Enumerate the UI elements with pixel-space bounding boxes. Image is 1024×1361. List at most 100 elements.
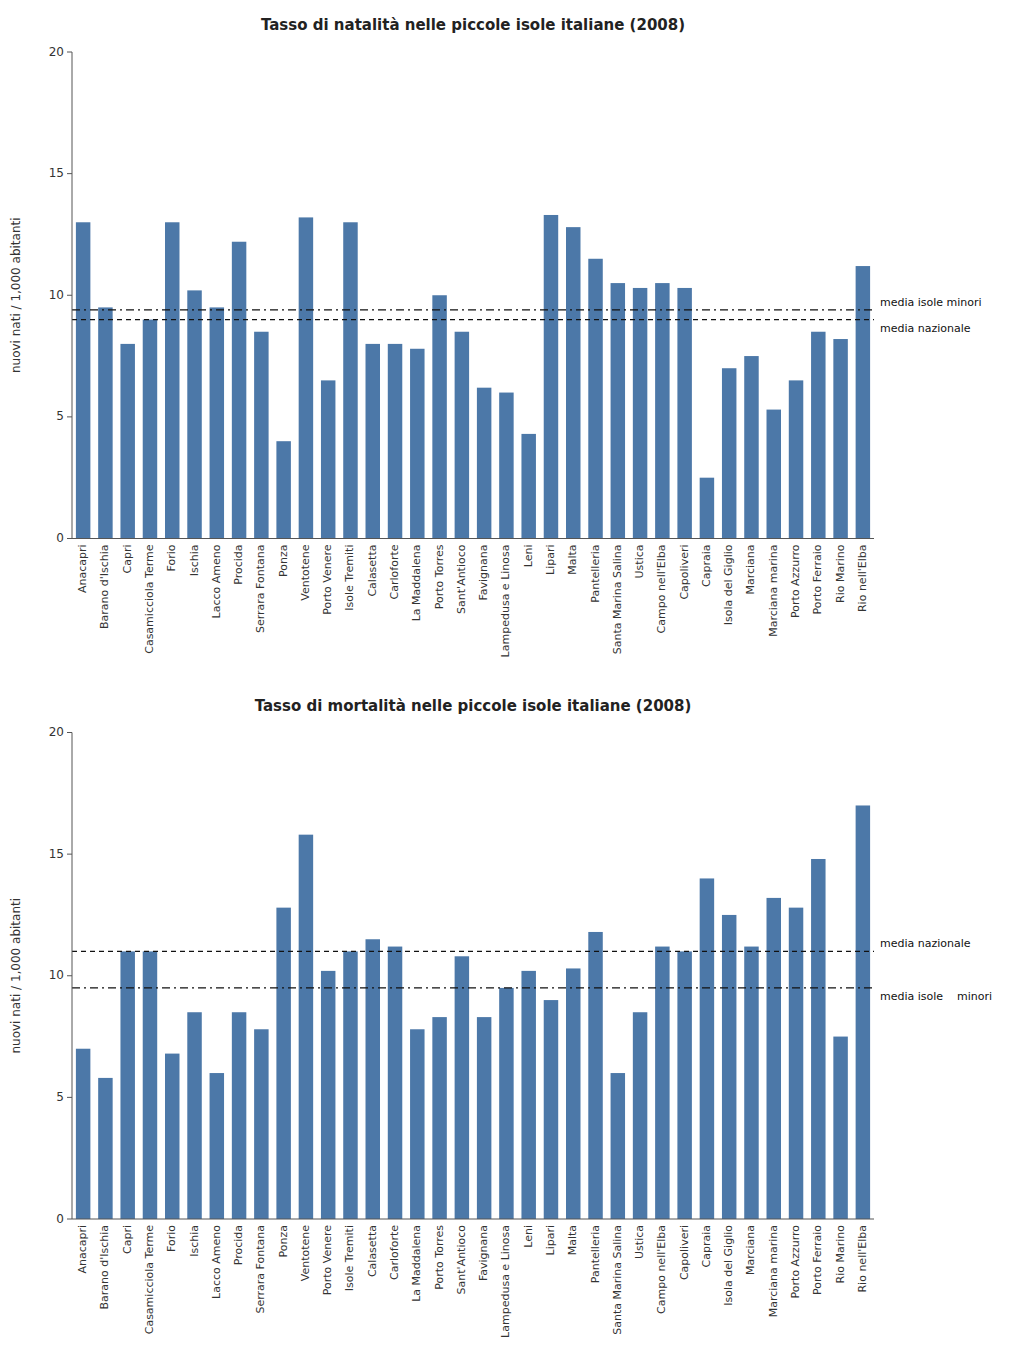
y-tick (67, 52, 72, 53)
y-tick-label: 0 (56, 1212, 64, 1226)
bar (232, 1012, 246, 1219)
x-tick-label: Casamicciola Terme (143, 1225, 156, 1335)
x-tick-label: Procida (232, 1225, 245, 1265)
x-tick-label: Santa Marina Salina (611, 1225, 624, 1335)
x-tick-label: Ischia (188, 545, 201, 577)
x-tick-label: Procida (232, 545, 245, 585)
x-tick-label: Pantelleria (589, 545, 602, 603)
x-tick-label: Campo nell'Elba (655, 1225, 668, 1314)
x-tick-label: Sant'Antioco (455, 1225, 468, 1295)
bar (321, 971, 335, 1219)
y-tick-label: 15 (49, 847, 64, 861)
y-tick (67, 975, 72, 976)
x-tick-label: Sant'Antioco (455, 544, 468, 614)
bar (276, 908, 290, 1219)
bar (432, 295, 446, 538)
x-tick-label: Ponza (277, 545, 290, 577)
bar (655, 283, 669, 538)
figure: Tasso di natalità nelle piccole isole it… (0, 0, 1024, 1361)
x-tick-label: Porto Ferraio (811, 544, 824, 614)
y-tick (67, 732, 72, 733)
x-tick-label: Lacco Ameno (210, 1225, 223, 1299)
y-tick-label: 0 (56, 531, 64, 545)
bar (677, 951, 691, 1219)
x-tick-label: Capoliveri (678, 1225, 691, 1280)
y-tick-label: 5 (56, 1090, 64, 1104)
y-tick-label: 5 (56, 409, 64, 423)
bar (410, 1029, 424, 1219)
bar (254, 1029, 268, 1219)
x-tick-label: Leni (522, 545, 535, 568)
x-tick-label: Marciana (744, 545, 757, 595)
reference-line (72, 319, 874, 320)
y-tick (67, 1219, 72, 1220)
bar (366, 344, 380, 539)
y-tick (67, 173, 72, 174)
bar (811, 332, 825, 539)
x-tick-label: Marciana marina (767, 545, 780, 637)
x-tick-label: Favignana (477, 1225, 490, 1281)
bar (633, 288, 647, 539)
x-tick-label: Ustica (633, 1225, 646, 1259)
title: Tasso di mortalità nelle piccole isole i… (255, 697, 692, 715)
bar (833, 1037, 847, 1219)
x-tick-label: Carloforte (388, 544, 401, 599)
bar (700, 478, 714, 539)
bar (789, 380, 803, 538)
bar (98, 307, 112, 538)
bar (98, 1078, 112, 1219)
x-tick-label: Isola del Giglio (722, 1225, 735, 1306)
x-tick-label: Ischia (188, 1225, 201, 1257)
x-tick-label: Capraia (700, 545, 713, 587)
x-tick-label: Barano d'Ischia (98, 1225, 111, 1310)
bar (566, 968, 580, 1219)
bar (789, 908, 803, 1219)
x-tick-label: Porto Azzurro (789, 1225, 802, 1299)
y-tick (67, 1097, 72, 1098)
bar (856, 805, 870, 1219)
x-tick-label: Anacapri (76, 1225, 89, 1274)
bar (499, 393, 513, 539)
y-axis-label: nuovi nati / 1,000 abitanti (9, 217, 23, 373)
x-tick-label: Marciana (744, 1225, 757, 1275)
plot-area (72, 805, 874, 1219)
bar (455, 956, 469, 1219)
reference-line (72, 987, 874, 988)
bar (811, 859, 825, 1219)
bar (210, 1073, 224, 1219)
x-tick-label: Rio Marino (834, 544, 847, 603)
bar (744, 356, 758, 538)
bar (120, 951, 134, 1219)
x-tick-label: Forio (165, 544, 178, 571)
bar (299, 835, 313, 1219)
bar (521, 971, 535, 1219)
y-tick (67, 295, 72, 296)
y-tick-label: 20 (49, 725, 64, 739)
y-axis-label: nuovi nati / 1,000 abitanti (9, 898, 23, 1054)
y-tick-label: 15 (49, 166, 64, 180)
x-tick-label: Porto Venere (321, 1225, 334, 1295)
bar (321, 380, 335, 538)
x-tick-label: Malta (566, 545, 579, 575)
x-tick-label: Ustica (633, 545, 646, 579)
x-tick-label: Porto Venere (321, 544, 334, 614)
bar (588, 259, 602, 539)
x-tick-label: Leni (522, 1225, 535, 1248)
bar (187, 290, 201, 538)
reference-line-label: media isole minori (880, 296, 982, 309)
y-tick-label: 10 (49, 288, 64, 302)
x-tick-label: Serrara Fontana (254, 1225, 267, 1314)
bar (299, 217, 313, 538)
bar (276, 441, 290, 538)
reference-line (72, 951, 874, 952)
x-tick-label: Forio (165, 1225, 178, 1252)
bar (677, 288, 691, 539)
x-tick-label: Favignana (477, 545, 490, 601)
x-tick-label: Malta (566, 1225, 579, 1255)
bar (143, 951, 157, 1219)
y-tick-label: 10 (49, 968, 64, 982)
bar (544, 1000, 558, 1219)
x-tick-label: Ventotene (299, 1225, 312, 1282)
y-axis (72, 733, 73, 1220)
x-tick-label: Campo nell'Elba (655, 545, 668, 634)
